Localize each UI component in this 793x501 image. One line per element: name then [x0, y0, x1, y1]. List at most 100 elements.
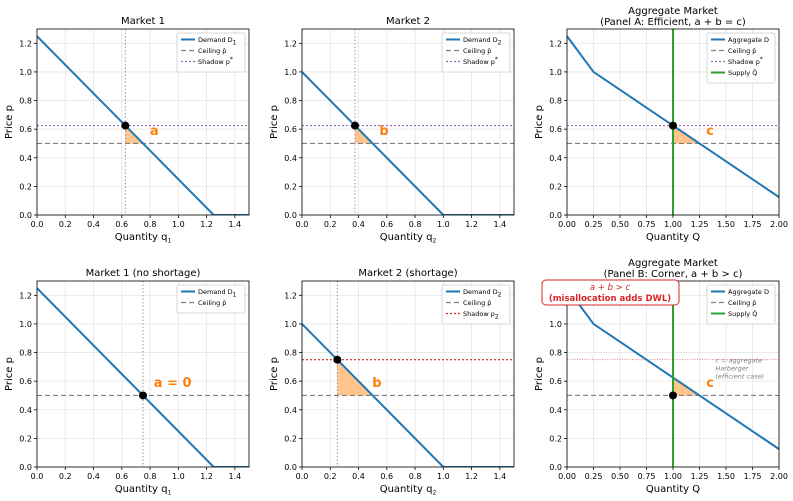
- harberger-note: (efficient case): [715, 373, 764, 381]
- chart-title: Aggregate Market: [628, 6, 718, 17]
- legend-label: Shadow p*: [728, 56, 763, 66]
- legend-label: Ceiling p̄: [463, 299, 491, 307]
- legend-box: [441, 32, 511, 73]
- area-label: c: [706, 376, 714, 391]
- x-tick-label: 0.2: [324, 220, 337, 229]
- chart-title: Market 1 (no shortage): [86, 268, 201, 279]
- equilibrium-point: [333, 355, 342, 364]
- x-tick-label: 0.4: [87, 220, 100, 229]
- y-tick-label: 0.4: [19, 154, 32, 163]
- axes-frame: [36, 280, 250, 468]
- chart-title: Market 2: [386, 16, 430, 27]
- legend-label: Supply Q̄: [728, 309, 757, 318]
- demand-curve: [37, 35, 249, 215]
- x-axis-label: Quantity q2: [380, 484, 437, 497]
- x-tick-label: 0.75: [638, 220, 656, 229]
- legend-label: Ceiling p̄: [728, 47, 756, 55]
- y-tick-label: 0.4: [284, 154, 297, 163]
- y-tick-label: 0.6: [19, 377, 32, 386]
- x-tick-label: 0.6: [380, 220, 393, 229]
- x-tick-label: 0.4: [352, 220, 365, 229]
- legend-label: Demand D1: [198, 36, 237, 47]
- legend-label: Ceiling p̄: [198, 299, 226, 307]
- legend-label: Shadow p2: [463, 310, 499, 321]
- x-axis-label: Quantity q2: [380, 232, 437, 245]
- area-label: a: [150, 124, 159, 139]
- x-tick-label: 0.6: [115, 220, 128, 229]
- harberger-note: c = aggregate: [715, 357, 762, 365]
- x-tick-label: 0.50: [611, 472, 629, 481]
- axes-frame: [301, 280, 515, 468]
- x-tick-label: 0.25: [585, 472, 603, 481]
- y-tick-label: 0.6: [549, 377, 562, 386]
- y-tick-label: 0.2: [549, 434, 562, 443]
- x-tick-label: 1.0: [437, 220, 450, 229]
- x-tick-label: 0.4: [352, 472, 365, 481]
- y-tick-label: 1.0: [19, 68, 32, 77]
- x-tick-label: 1.4: [228, 472, 241, 481]
- x-tick-label: 1.2: [465, 472, 478, 481]
- y-axis-label: Price p: [4, 357, 15, 391]
- y-tick-label: 0.8: [549, 349, 562, 358]
- plot-area: [37, 281, 249, 467]
- legend-label: Shadow p*: [198, 56, 233, 66]
- y-tick-label: 1.0: [549, 320, 562, 329]
- y-tick-label: 0.8: [549, 97, 562, 106]
- x-tick-label: 0.4: [87, 472, 100, 481]
- chart-panel-1: 0.0 0.2 0.4 0.6 0.8 1.0 1.2 1.4 0.0 0.2 0.4 0.6 0.8 1…: [4, 16, 250, 245]
- legend-label: Demand D2: [463, 288, 502, 299]
- y-tick-label: 0.0: [284, 463, 297, 472]
- legend: Aggregate D Ceiling p̄ Supply Q̄: [706, 284, 776, 325]
- callout-line-1: a + b > c: [590, 283, 631, 293]
- x-tick-label: 1.50: [717, 472, 735, 481]
- y-tick-label: 1.0: [549, 68, 562, 77]
- x-tick-label: 0.25: [585, 220, 603, 229]
- x-tick-label: 0.50: [611, 220, 629, 229]
- x-tick-label: 0.00: [558, 220, 576, 229]
- x-tick-label: 1.2: [200, 472, 213, 481]
- x-tick-label: 0.6: [115, 472, 128, 481]
- chart-subtitle: (Panel A: Efficient, a + b = c): [600, 17, 746, 28]
- plot-area: [302, 281, 514, 467]
- y-tick-label: 0.0: [19, 463, 32, 472]
- x-tick-label: 0.0: [296, 220, 309, 229]
- area-label: b: [372, 376, 381, 391]
- x-tick-label: 1.0: [437, 472, 450, 481]
- y-tick-label: 1.2: [284, 291, 297, 300]
- axes-frame: [36, 28, 250, 216]
- y-tick-label: 0.2: [19, 434, 32, 443]
- x-tick-label: 1.0: [172, 220, 185, 229]
- chart-panel-4: 0.0 0.2 0.4 0.6 0.8 1.0 1.2 1.4 0.0 0.2 0.4 0.6 0.8 1…: [4, 268, 250, 497]
- misallocation-callout: a + b > c(misallocation adds DWL): [541, 279, 680, 306]
- y-axis-label: Price p: [269, 357, 280, 391]
- x-tick-label: 1.4: [228, 220, 241, 229]
- plot-area: [567, 29, 779, 215]
- x-tick-label: 1.4: [493, 220, 506, 229]
- axes-frame: [301, 28, 515, 216]
- x-tick-label: 0.8: [409, 472, 422, 481]
- y-tick-label: 0.0: [549, 463, 562, 472]
- harberger-note: Harberger: [715, 365, 749, 373]
- demand-curve: [567, 35, 779, 198]
- equilibrium-point: [669, 391, 677, 400]
- y-axis-label: Price p: [534, 105, 545, 139]
- y-tick-label: 1.0: [19, 320, 32, 329]
- x-tick-label: 2.00: [770, 220, 788, 229]
- x-tick-label: 0.8: [409, 220, 422, 229]
- axes-frame: [566, 28, 780, 216]
- x-tick-label: 2.00: [770, 472, 788, 481]
- x-tick-label: 1.25: [691, 472, 709, 481]
- y-tick-label: 0.6: [19, 125, 32, 134]
- y-tick-label: 0.8: [284, 349, 297, 358]
- area-label: c: [706, 124, 714, 139]
- y-tick-label: 0.0: [549, 211, 562, 220]
- plot-area: [37, 29, 249, 215]
- y-tick-label: 1.2: [549, 39, 562, 48]
- chart-panel-6: 0.00 0.25 0.50 0.75 1.00 1.25 1.50 1.75 2.00 0.0 0…: [534, 258, 788, 495]
- demand-curve: [302, 323, 514, 467]
- demand-curve: [302, 71, 514, 215]
- y-axis-label: Price p: [269, 105, 280, 139]
